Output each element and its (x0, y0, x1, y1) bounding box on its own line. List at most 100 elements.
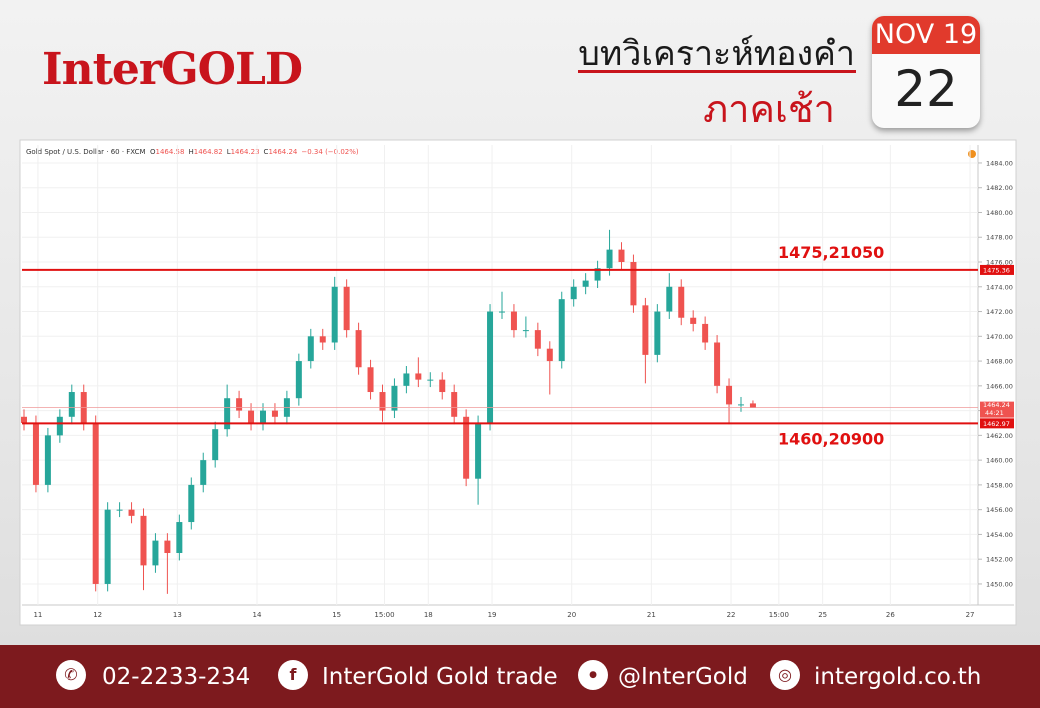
x-tick-label: 15:00 (374, 611, 394, 619)
candle-body (331, 286, 338, 343)
candle-body (32, 422, 39, 485)
candle-body (128, 509, 135, 516)
candle-body (343, 286, 350, 331)
candle-body (534, 330, 541, 349)
last-price-label: 1464.24 (983, 401, 1010, 409)
y-tick-label: 1482.00 (986, 184, 1013, 192)
ohlc-letter: O (150, 148, 156, 156)
candle-body (439, 379, 446, 393)
candle-body (188, 484, 195, 523)
x-tick-label: 14 (253, 611, 262, 619)
line-icon: ● (578, 660, 608, 690)
candle-body (259, 410, 266, 423)
candle-body (355, 330, 362, 368)
facebook: InterGold Gold trade (322, 664, 558, 690)
ohlc-value: 1464.23 (231, 148, 260, 156)
ohlc-change: −0.34 (−0.02%) (301, 148, 359, 156)
x-tick-label: 12 (93, 611, 102, 619)
candle-body (236, 398, 243, 411)
level-tag (980, 264, 1014, 275)
candle-body (570, 286, 577, 300)
chart-panel (19, 139, 1017, 626)
y-tick-label: 1460.00 (986, 457, 1013, 465)
level-tag-label: 1462.97 (983, 420, 1010, 428)
candle-body (510, 311, 517, 331)
website: intergold.co.th (814, 664, 982, 690)
candle-body (224, 398, 231, 430)
candle-body (104, 509, 111, 584)
last-price-tag (980, 401, 1014, 418)
candle-body (475, 422, 482, 479)
candle-body (367, 367, 374, 393)
candle-body (319, 336, 326, 343)
level-tag-label: 1475.36 (983, 266, 1010, 274)
candle-body (200, 460, 207, 485)
candle-body (307, 336, 314, 362)
candle-body (606, 249, 613, 269)
x-tick-label: 26 (886, 611, 895, 619)
candle-body (164, 540, 171, 553)
candle-body (379, 392, 386, 411)
candle-body (690, 317, 697, 324)
y-tick-label: 1454.00 (986, 531, 1013, 539)
candle-body (140, 515, 147, 566)
web-icon: ◎ (770, 660, 800, 690)
candle-body (582, 280, 589, 287)
candle-body (68, 392, 75, 417)
candle-body (415, 373, 422, 380)
y-tick-label: 1470.00 (986, 333, 1013, 341)
countdown-label: 44:21 (985, 409, 1004, 417)
candle-body (152, 540, 159, 566)
y-tick-label: 1480.00 (986, 209, 1013, 217)
candle-body (463, 416, 470, 479)
x-tick-label: 15 (332, 611, 341, 619)
ohlc-info: O1464.58 H1464.82 L1464.23 C1464.24 −0.34 (−… (150, 148, 359, 156)
y-tick-label: 1450.00 (986, 580, 1013, 588)
candle-body (451, 392, 458, 417)
candle-body (271, 410, 278, 417)
y-tick-label: 1478.00 (986, 234, 1013, 242)
candle-body (403, 373, 410, 386)
calendar: NOV 19 22 (872, 16, 980, 128)
candle-body (642, 305, 649, 355)
x-tick-label: 22 (727, 611, 736, 619)
x-tick-label: 11 (33, 611, 42, 619)
ohlc-value: 1464.82 (194, 148, 223, 156)
y-tick-label: 1452.00 (986, 556, 1013, 564)
phone: 02-2233-234 (102, 664, 251, 690)
alert-icon (968, 150, 976, 158)
y-tick-label: 1468.00 (986, 358, 1013, 366)
ohlc-letter: L (227, 148, 231, 156)
candle-body (546, 348, 553, 362)
candle-body (630, 262, 637, 306)
candle-body (295, 361, 302, 399)
ohlc-value: 1464.24 (268, 148, 297, 156)
y-tick-label: 1456.00 (986, 506, 1013, 514)
candle-body (678, 286, 685, 318)
candle-body (248, 410, 255, 423)
x-tick-label: 15:00 (769, 611, 789, 619)
subtitle: ภาคเช้า (703, 87, 835, 131)
candle-body (749, 403, 756, 408)
y-tick-label: 1476.00 (986, 259, 1013, 267)
candle-body (654, 311, 661, 355)
y-tick-label: 1462.00 (986, 432, 1013, 440)
logo: InterGOLD (42, 44, 303, 95)
x-tick-label: 13 (173, 611, 182, 619)
candle-body (487, 311, 494, 423)
candle-body (618, 249, 625, 263)
y-tick-label: 1474.00 (986, 283, 1013, 291)
candle-body (427, 379, 434, 381)
candle-body (522, 330, 529, 332)
candle-body (594, 268, 601, 281)
calendar-day: 22 (894, 60, 958, 118)
title: บทวิเคราะห์ทองคำ (578, 34, 855, 74)
calendar-month: NOV 19 (872, 16, 980, 54)
candle-body (56, 416, 63, 436)
ohlc-letter: C (264, 148, 269, 156)
candle-body (44, 435, 51, 485)
candle-body (737, 404, 744, 406)
candle-body (702, 323, 709, 343)
footer (0, 645, 1040, 708)
